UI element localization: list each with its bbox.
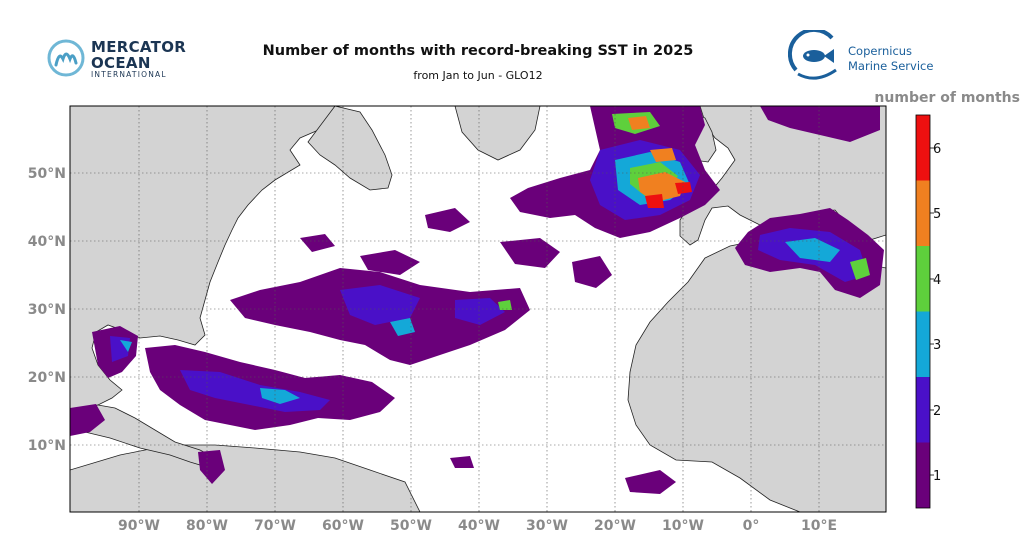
- colorbar-title: number of months: [874, 90, 1020, 106]
- record-5-month-areas: [628, 116, 685, 202]
- colorbar-segment-6: [916, 115, 930, 181]
- lat-label: 20°N: [28, 370, 66, 386]
- land-layer: [70, 106, 886, 512]
- lon-label: 30°W: [526, 518, 568, 534]
- colorbar-tick: 2: [933, 404, 941, 419]
- map-subtitle: from Jan to Jun - GLO12: [413, 69, 543, 82]
- colorbar-segment-5: [916, 180, 930, 246]
- map-title: Number of months with record-breaking SS…: [262, 43, 694, 59]
- colorbar: 1 2 3 4 5 6: [915, 114, 941, 509]
- record-6-month-areas: [645, 182, 692, 208]
- gridlines: [70, 106, 886, 512]
- latitude-axis: 50°N 40°N 30°N 20°N 10°N: [28, 166, 66, 454]
- lon-label: 70°W: [254, 518, 296, 534]
- copernicus-fish-emblem-icon: [788, 30, 837, 80]
- lon-label: 10°E: [801, 518, 837, 534]
- lon-label: 0°: [743, 518, 760, 534]
- colorbar-segment-1: [916, 442, 930, 508]
- lat-label: 50°N: [28, 166, 66, 182]
- mercator-ocean-emblem-icon: [47, 39, 85, 77]
- north-america-land: [70, 106, 336, 411]
- lat-label: 40°N: [28, 234, 66, 250]
- labrador-newfoundland-land: [307, 106, 393, 191]
- copernicus-logo-line2: Marine Service: [848, 59, 934, 73]
- colorbar-tick: 4: [933, 273, 941, 288]
- colorbar-tick: 3: [933, 338, 941, 353]
- longitude-axis: 90°W 80°W 70°W 60°W 50°W 40°W 30°W 20°W …: [118, 518, 837, 534]
- mercator-logo-line2: OCEAN: [91, 54, 151, 72]
- colorbar-segment-3: [916, 311, 930, 377]
- lon-label: 20°W: [594, 518, 636, 534]
- map-frame: [69, 105, 887, 513]
- lat-label: 10°N: [28, 438, 66, 454]
- colorbar-frame: [915, 114, 931, 509]
- mercator-ocean-logo: MERCATOR OCEAN INTERNATIONAL: [47, 36, 187, 82]
- colorbar-tick: 6: [933, 142, 941, 157]
- colorbar-segment-4: [916, 246, 930, 312]
- lon-label: 40°W: [458, 518, 500, 534]
- colorbar-tick: 5: [933, 207, 941, 222]
- mercator-logo-line3: INTERNATIONAL: [91, 70, 167, 79]
- copernicus-marine-logo: Copernicus Marine Service: [788, 30, 938, 86]
- greenland-land: [454, 106, 541, 161]
- lon-label: 50°W: [390, 518, 432, 534]
- lon-label: 90°W: [118, 518, 160, 534]
- lat-label: 30°N: [28, 302, 66, 318]
- copernicus-logo-line1: Copernicus: [848, 44, 913, 58]
- lon-label: 60°W: [322, 518, 364, 534]
- mercator-logo-line1: MERCATOR: [91, 38, 187, 56]
- lon-label: 10°W: [662, 518, 704, 534]
- lon-label: 80°W: [186, 518, 228, 534]
- colorbar-segment-2: [916, 377, 930, 443]
- colorbar-tick: 1: [933, 469, 941, 484]
